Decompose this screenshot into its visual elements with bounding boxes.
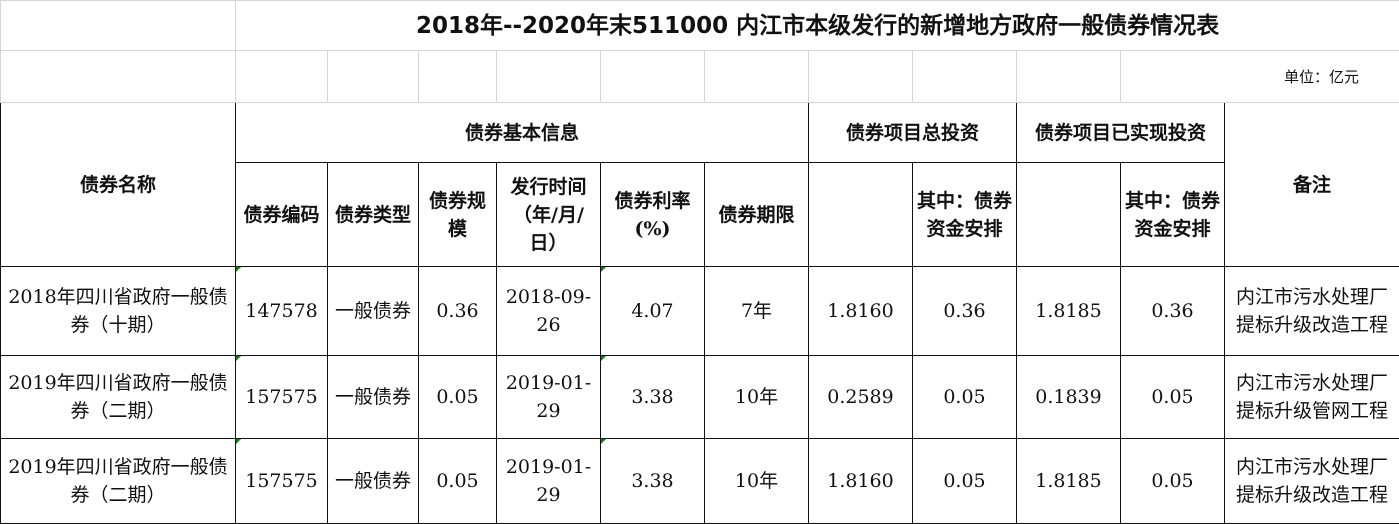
header-type: 债券类型 — [328, 163, 419, 267]
cell-name[interactable]: 2019年四川省政府一般债券（二期） — [1, 356, 236, 439]
header-remarks: 备注 — [1225, 103, 1399, 267]
cell-term[interactable]: 10年 — [705, 356, 809, 439]
cell-date[interactable]: 2018-09-26 — [497, 267, 601, 356]
cell-remarks[interactable]: 内江市污水处理厂提标升级改造工程 — [1225, 439, 1399, 524]
header-scale: 债券规模 — [419, 163, 497, 267]
cell-total[interactable]: 1.8160 — [809, 267, 913, 356]
empty-cell[interactable] — [1017, 51, 1121, 103]
cell-date[interactable]: 2019-01-29 — [497, 439, 601, 524]
header-total-bond-funds: 其中：债券资金安排 — [913, 163, 1017, 267]
cell-term[interactable]: 10年 — [705, 439, 809, 524]
header-realized-bond-funds: 其中：债券资金安排 — [1121, 163, 1225, 267]
empty-cell[interactable] — [705, 51, 809, 103]
cell-total[interactable]: 0.2589 — [809, 356, 913, 439]
cell-date[interactable]: 2019-01-29 — [497, 356, 601, 439]
cell-scale[interactable]: 0.36 — [419, 267, 497, 356]
header-issue-date: 发行时间（年/月/日） — [497, 163, 601, 267]
empty-cell[interactable] — [328, 51, 419, 103]
cell-rate[interactable]: 3.38 — [601, 356, 705, 439]
cell-realized[interactable]: 1.8185 — [1017, 439, 1121, 524]
cell-realized-funds[interactable]: 0.05 — [1121, 439, 1225, 524]
empty-cell[interactable] — [497, 51, 601, 103]
cell-realized[interactable]: 0.1839 — [1017, 356, 1121, 439]
cell-type[interactable]: 一般债券 — [328, 267, 419, 356]
cell-scale[interactable]: 0.05 — [419, 439, 497, 524]
header-rate: 债券利率(%) — [601, 163, 705, 267]
cell-name[interactable]: 2018年四川省政府一般债券（十期） — [1, 267, 236, 356]
cell-type[interactable]: 一般债券 — [328, 439, 419, 524]
cell-realized-funds[interactable]: 0.05 — [1121, 356, 1225, 439]
empty-cell[interactable] — [1, 51, 236, 103]
header-bond-name: 债券名称 — [1, 103, 236, 267]
empty-cell[interactable] — [419, 51, 497, 103]
header-term: 债券期限 — [705, 163, 809, 267]
cell-scale[interactable]: 0.05 — [419, 356, 497, 439]
header-realized-investment: 债券项目已实现投资 — [1017, 103, 1225, 163]
header-total-investment: 债券项目总投资 — [809, 103, 1017, 163]
cell-total-funds[interactable]: 0.36 — [913, 267, 1017, 356]
cell-name[interactable]: 2019年四川省政府一般债券（二期） — [1, 439, 236, 524]
cell-total[interactable]: 1.8160 — [809, 439, 913, 524]
empty-cell[interactable] — [601, 51, 705, 103]
header-total-empty — [809, 163, 913, 267]
cell-total-funds[interactable]: 0.05 — [913, 356, 1017, 439]
cell-realized[interactable]: 1.8185 — [1017, 267, 1121, 356]
header-realized-empty — [1017, 163, 1121, 267]
empty-cell[interactable] — [236, 51, 328, 103]
cell-code[interactable]: 157575 — [236, 356, 328, 439]
cell-remarks[interactable]: 内江市污水处理厂提标升级改造工程 — [1225, 267, 1399, 356]
cell-type[interactable]: 一般债券 — [328, 356, 419, 439]
empty-cell[interactable] — [913, 51, 1017, 103]
cell-rate[interactable]: 4.07 — [601, 267, 705, 356]
cell-realized-funds[interactable]: 0.36 — [1121, 267, 1225, 356]
unit-label: 单位：亿元 — [1121, 51, 1399, 103]
cell-remarks[interactable]: 内江市污水处理厂提标升级管网工程 — [1225, 356, 1399, 439]
cell-term[interactable]: 7年 — [705, 267, 809, 356]
header-basic-info: 债券基本信息 — [236, 103, 809, 163]
cell-code[interactable]: 147578 — [236, 267, 328, 356]
cell-total-funds[interactable]: 0.05 — [913, 439, 1017, 524]
header-code: 债券编码 — [236, 163, 328, 267]
empty-cell[interactable] — [809, 51, 913, 103]
empty-cell[interactable] — [1, 1, 236, 51]
cell-code[interactable]: 157575 — [236, 439, 328, 524]
cell-rate[interactable]: 3.38 — [601, 439, 705, 524]
page-title: 2018年--2020年末511000 内江市本级发行的新增地方政府一般债券情况… — [236, 1, 1399, 51]
